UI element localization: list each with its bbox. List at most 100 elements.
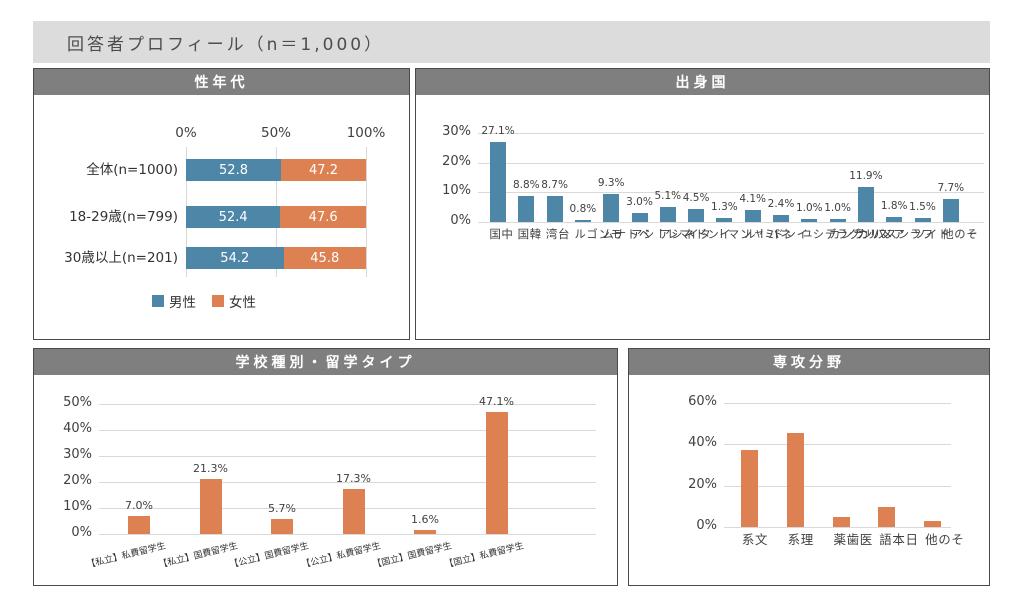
bar-value-label: 11.9%: [849, 169, 883, 182]
bar-value-label: 0.8%: [569, 202, 597, 215]
panel-origin-country-header: 出身国: [416, 69, 989, 95]
bar: [271, 519, 293, 534]
category-label: 文系: [739, 533, 768, 547]
category-label: フランス: [884, 228, 935, 241]
bar: [878, 506, 896, 527]
y-tick-label: 50%: [63, 395, 92, 410]
bar: [773, 214, 789, 222]
y-tick-label: 0%: [71, 525, 92, 540]
bar-segment-female: 45.8: [283, 247, 366, 269]
bar-value-label: 2.4%: [767, 197, 795, 210]
panel-major-field-title: 専攻分野: [773, 355, 845, 371]
bar: [574, 219, 591, 222]
bar: [801, 219, 818, 222]
panel-gender-age: 性年代 0% 50% 100% 全体(n=1000) 52.8 47.2 18-29歳(n=…: [33, 68, 410, 340]
bar-value-label: 4.1%: [739, 192, 767, 205]
gridline: [478, 222, 984, 223]
bar: [744, 209, 761, 222]
gridline: [99, 456, 596, 457]
gridline: [99, 404, 596, 405]
bar: [414, 529, 436, 534]
category-label: アメリカ: [855, 228, 907, 241]
gridline: [724, 402, 951, 404]
category-label: タイ: [686, 228, 713, 241]
category-label: 日本語: [877, 533, 919, 547]
bar: [886, 216, 903, 222]
bar: [741, 449, 758, 527]
bar-segment-male: 52.4: [186, 206, 281, 228]
category-label: その他: [940, 228, 979, 241]
bar: [603, 194, 620, 222]
gridline: [724, 485, 951, 487]
gridline: [478, 192, 984, 194]
category-label: 韓国: [516, 228, 543, 241]
bar-value-label: 1.5%: [909, 200, 936, 213]
bar: [342, 489, 365, 534]
bar: [942, 199, 959, 222]
bar-value-label: 7.7%: [937, 182, 965, 195]
y-tick-label: 60%: [688, 393, 717, 409]
y-tick-label: 40%: [688, 435, 717, 451]
row-label: 全体(n=1000): [86, 162, 178, 178]
segment-value-label: 45.8: [310, 250, 340, 266]
bar-value-label: 27.1%: [481, 124, 515, 137]
legend-swatch: [152, 295, 164, 307]
bar: [199, 478, 222, 534]
category-label: バングラデシュ: [799, 228, 886, 241]
bar-value-label: 7.0%: [125, 498, 153, 512]
bar-segment-female: 47.2: [281, 159, 366, 181]
category-label: 中国: [488, 228, 515, 241]
panel-school-type-title: 学校種別・留学タイプ: [235, 355, 416, 371]
segment-value-label: 52.8: [219, 162, 248, 178]
bar: [829, 219, 846, 222]
category-label: その他: [922, 533, 965, 547]
category-label: インド: [771, 228, 810, 241]
panel-major-field-header: 専攻分野: [629, 349, 989, 375]
bar-value-label: 1.0%: [795, 202, 823, 215]
bar-segment-male: 52.8: [186, 159, 282, 181]
panel-school-type: 学校種別・留学タイプ 0% 10% 20% 30% 40% 50% 7.0% 【私立】私費留学…: [33, 348, 618, 586]
bar: [716, 218, 733, 222]
category-label: ミャンマー: [714, 228, 777, 241]
bar-value-label: 1.0%: [824, 202, 851, 215]
gridline: [99, 534, 596, 535]
legend-label: 女性: [229, 295, 256, 311]
bar-value-label: 3.0%: [626, 196, 653, 209]
bar-value-label: 8.8%: [512, 178, 540, 191]
y-tick-label: 20%: [63, 473, 92, 488]
bar-value-label: 21.3%: [193, 461, 228, 475]
bar: [688, 208, 705, 222]
panel-origin-country: 出身国 0% 10% 20% 30% 27.1% 中国 8.8% 韓国 8.7% 台湾 0.8% モン…: [415, 68, 990, 340]
bar-segment-female: 47.6: [280, 206, 366, 228]
bar: [786, 432, 804, 527]
y-tick-label: 40%: [63, 421, 92, 436]
category-label: ドイツ: [912, 228, 951, 241]
category-label: 台湾: [544, 228, 571, 241]
bar: [924, 520, 942, 527]
y-tick-label: 10%: [442, 183, 471, 199]
bar: [518, 195, 535, 222]
segment-value-label: 47.2: [309, 162, 338, 178]
bar-value-label: 17.3%: [336, 472, 371, 486]
y-tick-label: 30%: [63, 447, 92, 462]
gridline: [724, 444, 951, 446]
bar-value-label: 8.7%: [541, 179, 568, 192]
bar-value-label: 9.3%: [597, 177, 625, 190]
bar-value-label: 1.3%: [711, 201, 738, 214]
row-label: 30歳以上(n=201): [64, 250, 178, 266]
category-label: 理系: [785, 533, 814, 547]
page-title-bar: 回答者プロフィール（n＝1,000）: [33, 21, 990, 63]
y-tick-label: 20%: [688, 476, 717, 492]
gridline: [724, 527, 951, 528]
segment-value-label: 54.2: [220, 250, 250, 266]
row-label: 18-29歳(n=799): [69, 209, 178, 225]
category-label: スリランカ: [827, 228, 890, 241]
bar-value-label: 5.7%: [268, 502, 296, 516]
bar: [914, 217, 931, 222]
panel-major-field: 専攻分野 0% 20% 40% 60% 文系 理系 医歯薬 日本語 その他: [628, 348, 990, 586]
legend-swatch: [212, 295, 224, 307]
y-tick-label: 20%: [442, 153, 471, 169]
legend-item: 女性: [212, 291, 256, 311]
bar: [485, 411, 508, 534]
bar: [631, 213, 648, 222]
